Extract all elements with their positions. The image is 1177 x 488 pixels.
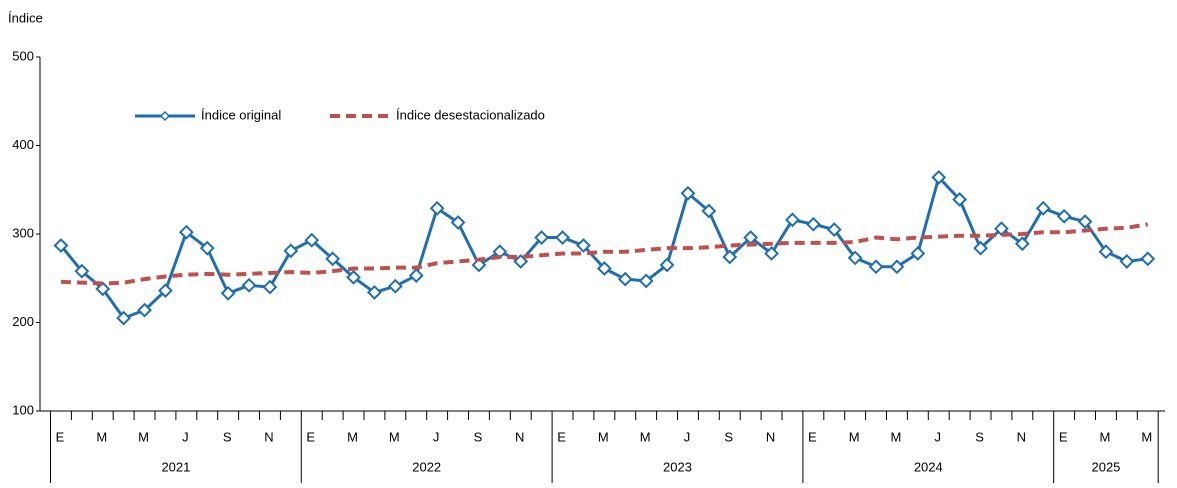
x-tick-label: J: [182, 429, 189, 444]
data-point: [659, 257, 675, 273]
data-point: [220, 285, 236, 301]
x-tick-label: M: [1141, 429, 1152, 444]
x-tick-label: E: [557, 429, 566, 444]
data-point: [95, 281, 111, 297]
data-point: [638, 273, 654, 289]
x-tick-label: N: [264, 429, 273, 444]
x-tick-label: M: [389, 429, 400, 444]
year-label: 2024: [914, 459, 943, 474]
data-point: [576, 238, 591, 253]
data-point: [408, 268, 424, 284]
data-point: [346, 269, 361, 285]
x-tick-label: J: [684, 429, 691, 444]
x-tick-label: J: [433, 429, 440, 444]
data-point: [429, 200, 445, 216]
data-point: [74, 263, 90, 279]
data-point: [367, 284, 382, 300]
data-point: [994, 221, 1009, 237]
data-point: [722, 249, 738, 265]
data-point: [199, 240, 215, 256]
data-point: [241, 277, 257, 293]
x-tick-label: J: [935, 429, 942, 444]
data-point: [304, 232, 320, 248]
data-point: [805, 216, 821, 232]
legend-marker: [159, 110, 171, 122]
y-tick-label: 400: [12, 137, 34, 152]
year-label: 2025: [1091, 459, 1120, 474]
data-point: [764, 246, 779, 261]
data-point: [555, 230, 570, 245]
data-point: [262, 279, 278, 295]
y-axis-label: Índice: [8, 10, 43, 25]
data-point: [1119, 254, 1135, 269]
data-point: [325, 251, 341, 267]
x-tick-label: E: [56, 429, 65, 444]
data-point: [283, 243, 299, 259]
legend-label: Índice desestacionalizado: [396, 107, 545, 122]
data-point: [534, 230, 550, 245]
data-point: [785, 212, 800, 228]
data-point: [1056, 208, 1072, 224]
data-point: [868, 259, 884, 275]
x-tick-label: N: [515, 429, 524, 444]
data-point: [116, 310, 132, 326]
data-point: [1140, 251, 1156, 267]
x-tick-label: M: [96, 429, 107, 444]
x-tick-label: E: [808, 429, 817, 444]
x-tick-label: S: [474, 429, 483, 444]
x-tick-label: M: [891, 429, 902, 444]
y-tick-label: 500: [12, 48, 34, 63]
data-point: [889, 259, 905, 275]
data-point: [952, 192, 968, 207]
x-tick-label: M: [598, 429, 609, 444]
data-point: [973, 240, 988, 256]
data-point: [158, 283, 173, 299]
data-point: [1035, 200, 1051, 216]
data-point: [53, 238, 69, 253]
data-point: [931, 169, 947, 185]
x-tick-label: S: [724, 429, 733, 444]
y-tick-label: 100: [12, 402, 34, 417]
data-point: [596, 261, 612, 276]
data-point: [1014, 236, 1030, 252]
x-tick-label: E: [1059, 429, 1068, 444]
data-point: [178, 224, 194, 240]
x-tick-label: N: [1017, 429, 1026, 444]
data-point: [826, 222, 842, 237]
year-label: 2022: [412, 459, 441, 474]
data-point: [1077, 214, 1093, 230]
x-tick-label: S: [223, 429, 232, 444]
data-point: [617, 271, 633, 287]
legend-label: Índice original: [201, 107, 281, 122]
y-tick-label: 200: [12, 314, 34, 329]
data-point: [450, 215, 466, 230]
x-tick-label: N: [766, 429, 775, 444]
data-point: [471, 257, 487, 273]
data-point: [387, 278, 403, 294]
data-point: [137, 302, 152, 318]
x-tick-label: S: [975, 429, 984, 444]
data-point: [910, 246, 926, 261]
data-point: [701, 203, 717, 219]
series-line: [60, 222, 1149, 286]
x-tick-label: M: [138, 429, 149, 444]
x-tick-label: M: [640, 429, 651, 444]
x-tick-label: E: [306, 429, 315, 444]
y-tick-label: 300: [12, 225, 34, 240]
x-tick-label: M: [1100, 429, 1111, 444]
year-label: 2023: [663, 459, 692, 474]
x-tick-label: M: [347, 429, 358, 444]
x-tick-label: M: [849, 429, 860, 444]
year-label: 2021: [161, 459, 190, 474]
data-point: [847, 250, 863, 266]
data-point: [1098, 244, 1114, 260]
data-point: [680, 185, 696, 201]
